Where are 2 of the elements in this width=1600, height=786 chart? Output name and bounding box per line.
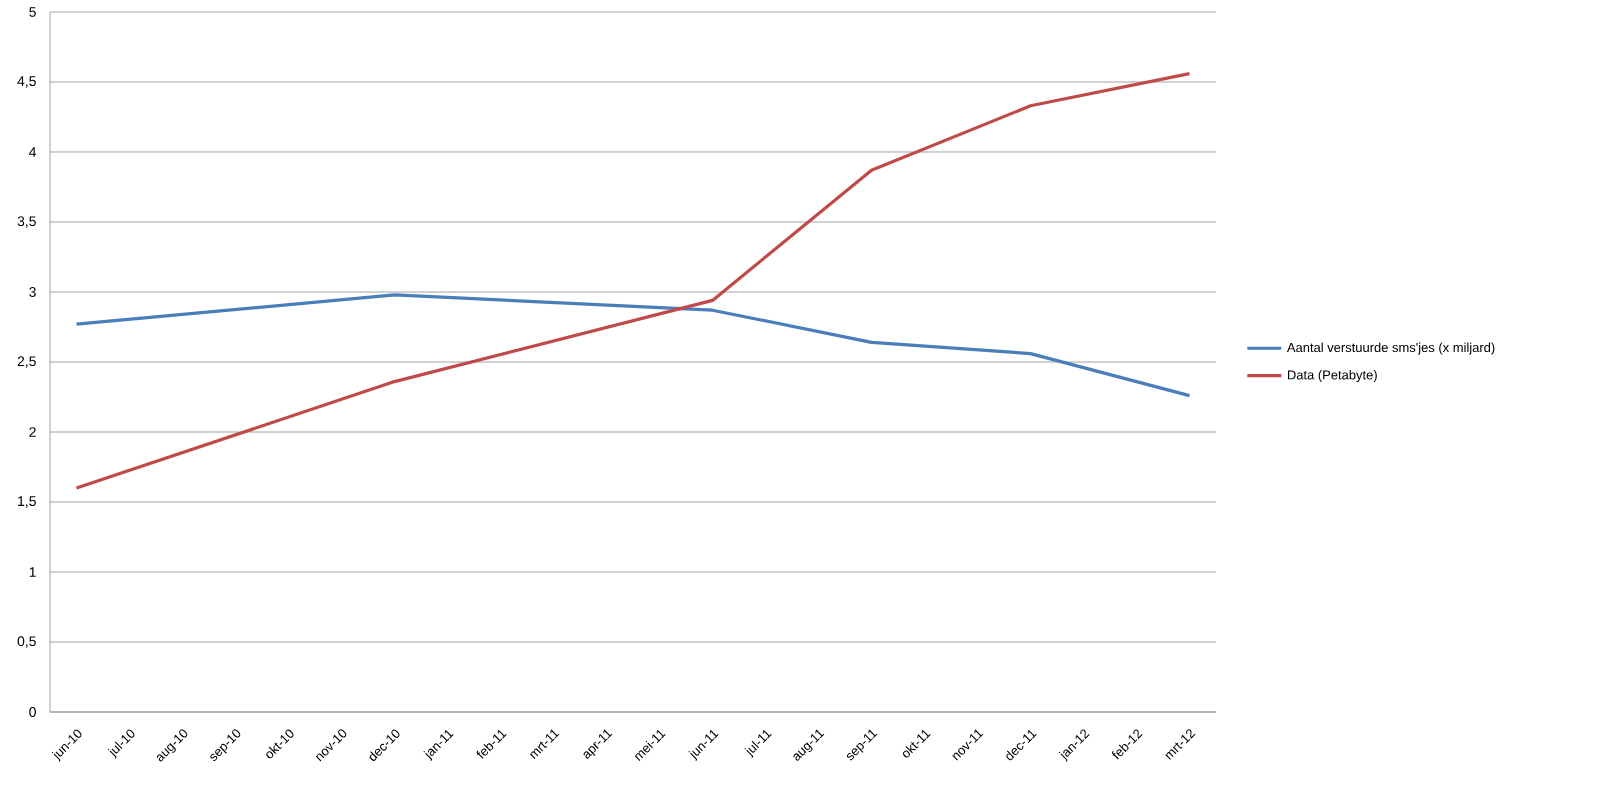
line-series xyxy=(74,293,1192,398)
line-series xyxy=(74,71,1192,490)
